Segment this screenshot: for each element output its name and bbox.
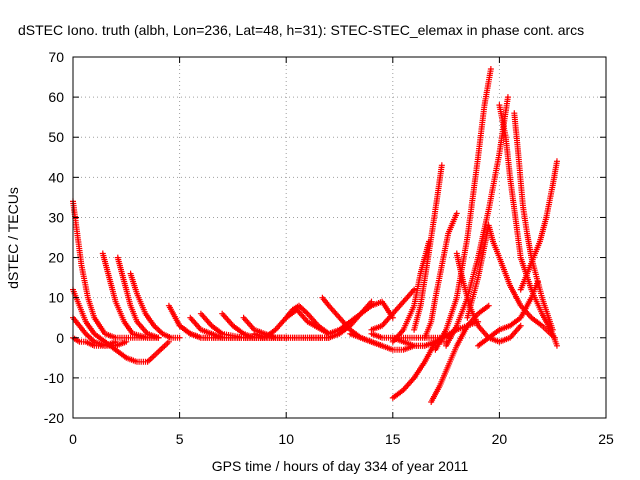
- y-tick-labels: -20 -10 0 10 20 30 40 50 60 70: [44, 49, 64, 426]
- series-6: [127, 270, 183, 341]
- y-tick-label: 20: [48, 250, 64, 266]
- x-tick-label: 20: [492, 431, 508, 447]
- series-28: [432, 66, 494, 353]
- marker-path: [432, 66, 494, 353]
- marker-path: [428, 302, 492, 405]
- series-25: [411, 162, 445, 333]
- marker-path: [368, 286, 418, 333]
- marker-path: [517, 158, 560, 293]
- marker-path: [99, 250, 162, 341]
- series-4: [99, 250, 162, 341]
- series-26: [421, 210, 460, 341]
- y-tick-label: -10: [44, 370, 64, 386]
- series-15: [283, 302, 332, 337]
- y-tick-label: 60: [48, 89, 64, 105]
- series-31: [464, 222, 558, 341]
- x-tick-label: 25: [598, 431, 614, 447]
- marker-path: [475, 278, 541, 349]
- series-21: [368, 286, 418, 333]
- tick-marks: [72, 56, 607, 419]
- x-tick-label: 15: [385, 431, 401, 447]
- chart-title: dSTEC Iono. truth (albh, Lon=236, Lat=48…: [18, 22, 584, 38]
- series-35: [475, 278, 541, 349]
- series-5: [114, 254, 162, 341]
- x-tick-label: 5: [176, 431, 184, 447]
- y-tick-label: 30: [48, 209, 64, 225]
- y-tick-label: -20: [44, 410, 64, 426]
- plot-frame: [72, 56, 607, 419]
- x-tick-label: 10: [278, 431, 294, 447]
- y-tick-label: 0: [56, 330, 64, 346]
- y-axis-label: dSTEC / TECUs: [5, 187, 21, 289]
- x-tick-labels: 0 5 10 15 20 25: [69, 431, 614, 447]
- y-tick-label: 10: [48, 290, 64, 306]
- data-points: [70, 66, 560, 405]
- series-34: [517, 158, 560, 293]
- series-18: [325, 298, 396, 337]
- series-27: [428, 302, 492, 405]
- series-22: [389, 238, 433, 345]
- marker-path: [389, 238, 433, 345]
- marker-path: [114, 254, 162, 341]
- marker-path: [127, 270, 183, 341]
- x-axis-label: GPS time / hours of day 334 of year 2011: [212, 458, 469, 474]
- x-tick-label: 0: [69, 431, 77, 447]
- marker-path: [283, 302, 332, 337]
- y-tick-label: 40: [48, 169, 64, 185]
- y-tick-label: 70: [48, 49, 64, 65]
- y-tick-label: 50: [48, 129, 64, 145]
- marker-path: [325, 298, 396, 337]
- marker-path: [464, 222, 558, 341]
- marker-path: [421, 210, 460, 341]
- marker-path: [411, 162, 445, 333]
